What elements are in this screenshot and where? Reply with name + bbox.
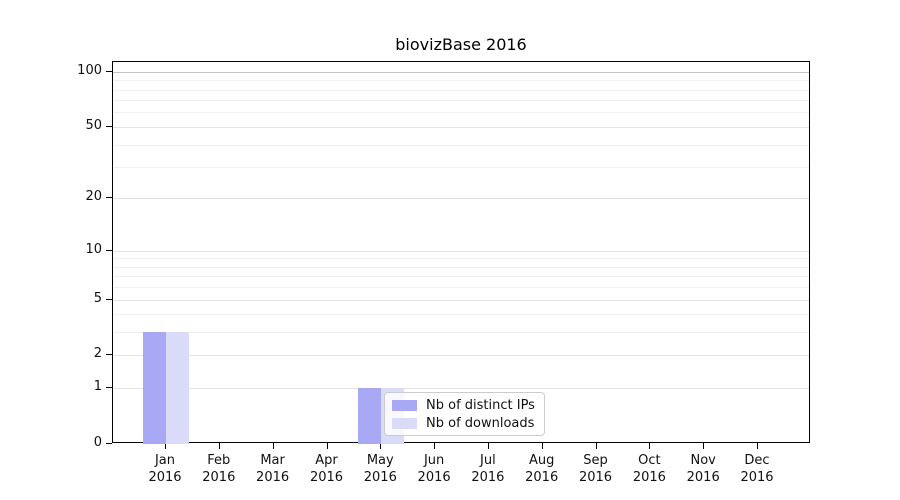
legend-swatch-downloads bbox=[392, 417, 417, 429]
y-tick-label: 0 bbox=[93, 435, 102, 450]
legend-label-distinct-ips: Nb of distinct IPs bbox=[426, 397, 535, 413]
y-tick-label: 2 bbox=[93, 346, 102, 362]
y-tick-label: 10 bbox=[85, 241, 102, 257]
gridline-minor bbox=[113, 89, 809, 91]
x-tick-year: 2016 bbox=[525, 470, 559, 485]
gridline-minor bbox=[113, 112, 809, 114]
legend-swatch-distinct-ips bbox=[392, 399, 417, 411]
x-tick-year: 2016 bbox=[632, 470, 666, 485]
x-tick-month: Aug bbox=[528, 453, 555, 468]
x-tick-label: Oct 2016 bbox=[619, 452, 679, 486]
bar-distinct-ips-may bbox=[358, 388, 382, 444]
x-tick-label: Jan 2016 bbox=[135, 452, 195, 486]
gridline-minor bbox=[113, 80, 809, 82]
y-tick-mark bbox=[106, 354, 112, 356]
y-tick-mark bbox=[106, 125, 112, 127]
x-tick-label: Sep 2016 bbox=[566, 452, 626, 486]
x-tick-mark bbox=[380, 443, 382, 449]
y-tick-label: 100 bbox=[77, 62, 102, 78]
chart-title: biovizBase 2016 bbox=[395, 35, 527, 54]
x-tick-mark bbox=[487, 443, 489, 449]
x-tick-year: 2016 bbox=[309, 470, 344, 485]
y-tick-label: 50 bbox=[85, 117, 102, 133]
plot-area bbox=[112, 61, 810, 444]
x-tick-year: 2016 bbox=[256, 470, 290, 485]
x-tick-mark bbox=[703, 443, 705, 449]
x-tick-month: Mar bbox=[260, 453, 285, 468]
x-tick-mark bbox=[272, 443, 274, 449]
gridline-major bbox=[113, 388, 809, 390]
x-tick-year: 2016 bbox=[202, 470, 236, 485]
x-tick-month: Apr bbox=[315, 453, 338, 468]
y-tick-mark bbox=[106, 387, 112, 389]
x-tick-month: May bbox=[366, 453, 394, 468]
y-tick-mark bbox=[106, 197, 112, 199]
x-tick-mark bbox=[326, 443, 328, 449]
bar-downloads-jan bbox=[166, 332, 189, 444]
x-tick-label: Feb 2016 bbox=[189, 452, 249, 486]
gridline-minor bbox=[113, 167, 809, 168]
x-tick-year: 2016 bbox=[578, 470, 613, 485]
gridline-major bbox=[113, 126, 809, 128]
x-tick-year: 2016 bbox=[148, 470, 182, 485]
x-tick-label: Nov 2016 bbox=[673, 452, 733, 486]
x-tick-year: 2016 bbox=[363, 470, 397, 485]
x-tick-month: Jun bbox=[423, 453, 445, 468]
gridline-minor bbox=[113, 100, 809, 102]
x-tick-mark bbox=[595, 443, 597, 449]
y-tick-mark bbox=[106, 70, 112, 72]
gridline-minor bbox=[113, 332, 809, 334]
legend-item-downloads: Nb of downloads bbox=[392, 415, 535, 431]
x-tick-month: Jan bbox=[154, 453, 176, 468]
gridline-minor bbox=[113, 314, 809, 316]
gridline-minor bbox=[113, 144, 809, 146]
x-tick-label: Aug 2016 bbox=[512, 452, 572, 486]
x-tick-label: Apr 2016 bbox=[297, 452, 357, 486]
x-tick-mark bbox=[649, 443, 651, 449]
x-tick-month: Nov bbox=[690, 453, 716, 468]
gridline-minor bbox=[113, 276, 809, 278]
y-tick-mark bbox=[106, 443, 112, 444]
y-tick-label: 20 bbox=[85, 189, 102, 205]
y-tick-label: 5 bbox=[93, 290, 102, 306]
gridline-major bbox=[113, 299, 809, 301]
gridline-major bbox=[113, 71, 809, 73]
x-tick-label: Jul 2016 bbox=[458, 452, 518, 486]
x-tick-month: Oct bbox=[638, 453, 661, 468]
x-tick-mark bbox=[434, 443, 436, 449]
x-tick-month: Feb bbox=[207, 453, 231, 468]
y-tick-mark bbox=[106, 249, 112, 251]
x-tick-year: 2016 bbox=[686, 470, 720, 485]
x-tick-year: 2016 bbox=[740, 470, 774, 485]
x-tick-label: Mar 2016 bbox=[243, 452, 303, 486]
legend-item-distinct-ips: Nb of distinct IPs bbox=[392, 397, 535, 413]
bar-distinct-ips-jan bbox=[143, 332, 166, 444]
x-tick-label: May 2016 bbox=[350, 452, 410, 486]
gridline-minor bbox=[113, 266, 809, 268]
x-tick-month: Sep bbox=[583, 453, 608, 468]
x-tick-month: Dec bbox=[744, 453, 770, 468]
gridline-minor bbox=[113, 258, 809, 260]
legend: Nb of distinct IPs Nb of downloads bbox=[384, 392, 545, 436]
gridline-minor bbox=[113, 287, 809, 289]
y-tick-label: 1 bbox=[93, 379, 102, 395]
x-tick-year: 2016 bbox=[471, 470, 505, 485]
x-tick-mark bbox=[218, 443, 220, 449]
gridline-major bbox=[113, 250, 809, 252]
gridline-major bbox=[113, 198, 809, 200]
x-tick-mark bbox=[165, 443, 166, 449]
y-tick-mark bbox=[106, 298, 112, 300]
gridline-major bbox=[113, 355, 809, 357]
x-tick-label: Jun 2016 bbox=[404, 452, 464, 486]
legend-label-downloads: Nb of downloads bbox=[426, 415, 535, 431]
x-tick-label: Dec 2016 bbox=[727, 452, 787, 486]
x-tick-year: 2016 bbox=[417, 470, 451, 485]
x-tick-mark bbox=[757, 443, 758, 449]
x-tick-month: Jul bbox=[480, 453, 496, 468]
x-tick-mark bbox=[541, 443, 543, 449]
